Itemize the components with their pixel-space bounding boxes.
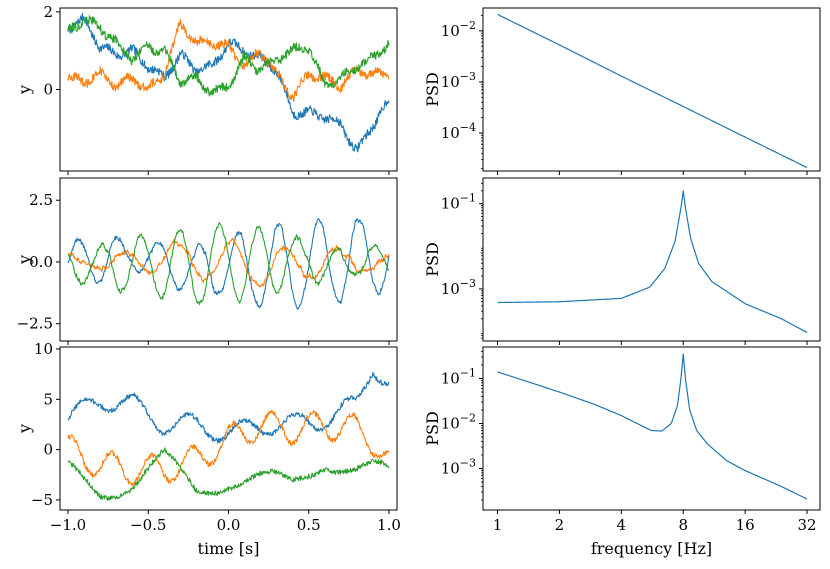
y-tick-label: 10 <box>34 340 53 358</box>
series-line-green <box>67 222 390 306</box>
y-tick-label: 2.5 <box>29 191 53 209</box>
series-line-green <box>67 15 390 97</box>
x-tick-label: 8 <box>678 516 688 534</box>
y-tick-label: 10−3 <box>441 277 476 298</box>
series-group <box>497 353 808 500</box>
series-group <box>67 371 390 501</box>
series-line-green <box>67 447 390 501</box>
y-tick-label: 10−1 <box>441 366 476 387</box>
x-tick-label: 2 <box>555 516 565 534</box>
y-tick-label: 10−3 <box>441 70 476 91</box>
x-tick-label: −1.0 <box>50 516 86 534</box>
x-tick-label: 16 <box>736 516 755 534</box>
y-tick-label: 5 <box>43 390 53 408</box>
series-line-PSD <box>497 190 808 334</box>
y-tick-label: 10−2 <box>441 19 476 40</box>
x-tick-label: 1 <box>493 516 503 534</box>
series-line-PSD <box>497 13 808 169</box>
y-tick-label: 10−3 <box>441 457 476 478</box>
x-tick-label: 32 <box>797 516 816 534</box>
series-group <box>67 12 390 153</box>
y-axis-label: y <box>15 85 34 95</box>
series-group <box>497 190 808 334</box>
y-tick-label: 10−2 <box>441 412 476 433</box>
y-tick-label: 10−1 <box>441 192 476 213</box>
y-tick-label: 0 <box>43 81 53 99</box>
x-tick-label: −0.5 <box>130 516 166 534</box>
y-tick-label: 10−4 <box>441 121 476 142</box>
y-axis-label: y <box>15 255 34 265</box>
x-tick-label: 1.0 <box>377 516 401 534</box>
panel-middle-left: 2.5 0.0 −2.5 y <box>15 177 398 345</box>
series-line-orange <box>67 237 390 288</box>
series-line-blue <box>67 371 390 444</box>
x-tick-label: 4 <box>617 516 627 534</box>
y-axis-label: PSD <box>423 411 442 446</box>
series-line-PSD <box>497 353 808 500</box>
x-axis-label: frequency [Hz] <box>591 539 712 558</box>
panel-bottom-left: −1.0 −0.5 0.0 0.5 1.0 10 5 0 −5 y time [s] <box>15 340 401 558</box>
y-tick-label: 0 <box>43 441 53 459</box>
y-axis-label: PSD <box>423 242 442 277</box>
panel-bottom-right: 1 2 4 8 16 32 10−1 10−2 10−3 PSD frequency [Hz] <box>423 346 821 558</box>
panel-top-left: 2 0y <box>15 3 398 175</box>
x-axis-label: time [s] <box>198 539 260 558</box>
y-tick-label: 2 <box>43 3 53 21</box>
x-tick-label: 0.0 <box>217 516 241 534</box>
y-tick-label: −2.5 <box>17 315 53 333</box>
panel-top-right: 10−2 10−3 10−4 PSD <box>423 7 821 175</box>
axes-frame <box>482 346 821 511</box>
series-group <box>67 218 390 310</box>
y-tick-label: 0.0 <box>29 253 53 271</box>
y-axis-label: PSD <box>423 72 442 107</box>
series-line-blue <box>67 12 390 153</box>
series-group <box>497 13 808 169</box>
x-tick-label: 0.5 <box>297 516 321 534</box>
series-line-blue <box>67 218 390 310</box>
y-axis-label: y <box>15 424 34 434</box>
series-line-orange <box>67 409 390 487</box>
y-tick-label: −5 <box>31 491 53 509</box>
